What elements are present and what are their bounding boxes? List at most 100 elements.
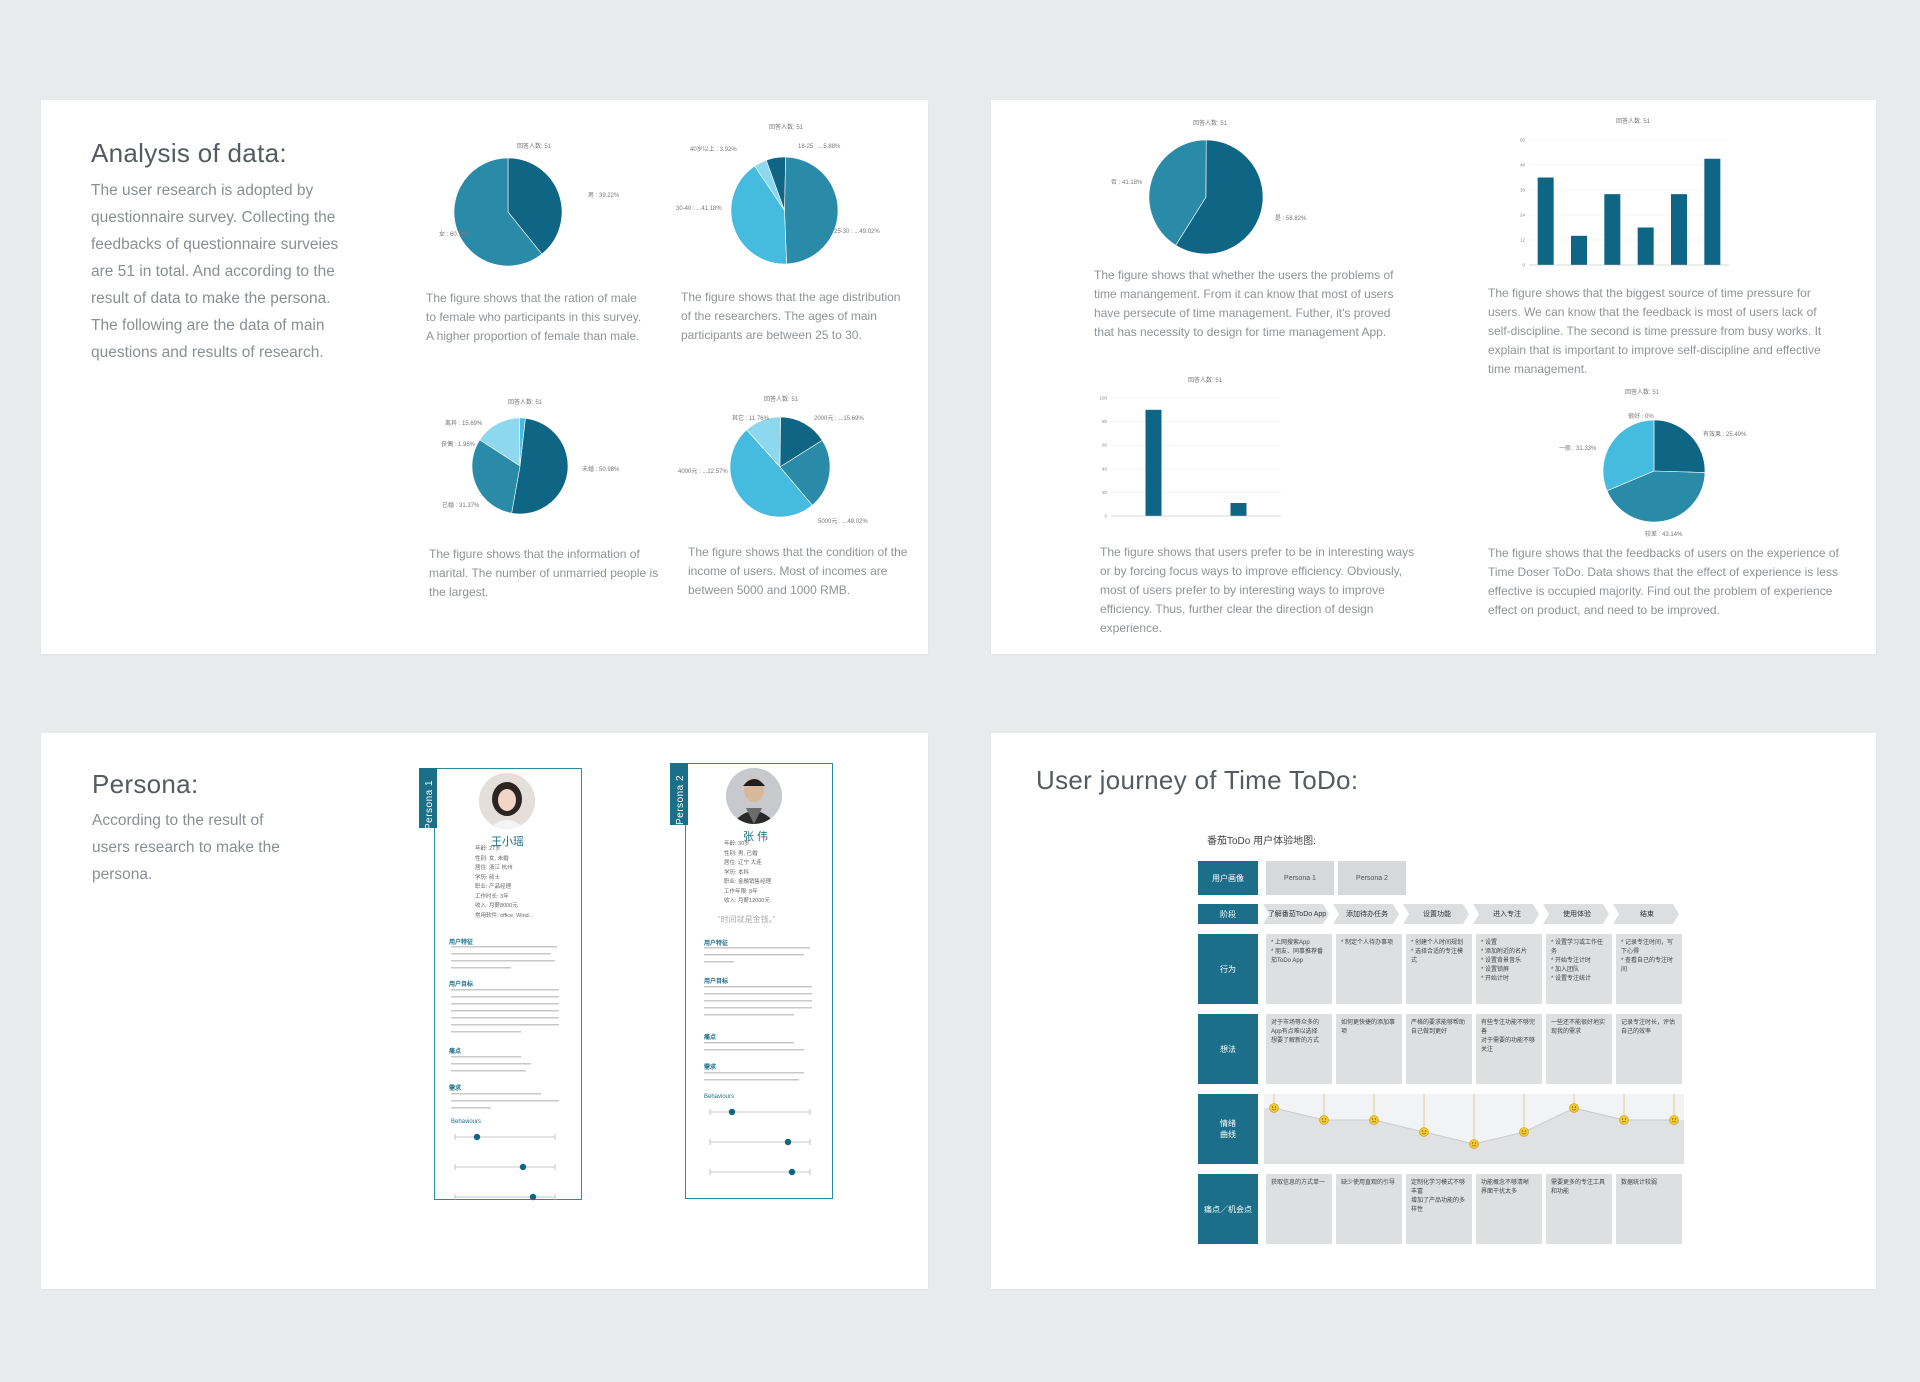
persona-chip: Persona 2 [1338, 861, 1406, 895]
pain-point-cell: 获取信息的方式单一 [1266, 1174, 1332, 1244]
pie-slice [471, 439, 521, 514]
slider-handle [784, 1138, 792, 1146]
stage-arrow [1543, 904, 1609, 924]
slider-handle [788, 1168, 796, 1176]
pie-marital [471, 417, 569, 515]
section-heading: 用户特征 [449, 940, 474, 946]
thought-cell: 一些还不能很好地实现我的需求 [1546, 1014, 1612, 1084]
persona-quote: “时间就是金钱。” [718, 915, 776, 924]
stage-label: 结束 [1640, 911, 1654, 918]
bar [1145, 409, 1162, 516]
pain-point-cell: 数据统计较弱 [1616, 1174, 1682, 1244]
pie-label: 否 : 41.18% [1111, 180, 1143, 186]
thought-cell: 对于市场等众多的App有点难以选择 想要了解新的方式 [1266, 1014, 1332, 1084]
pie-label: 较差 : 43.14% [1645, 532, 1683, 538]
behavior-cell: * 设置学习或工作任务 * 开始专注计时 * 加入团队 * 设置专注统计 [1546, 934, 1612, 1004]
smiley-icon [1669, 1115, 1679, 1125]
thought-cell: 严格的要求能够帮助自己做到更好 [1406, 1014, 1472, 1084]
smiley-icon [1469, 1139, 1479, 1149]
pain-point-cell: 需要更多的专注工具和功能 [1546, 1174, 1612, 1244]
data-analysis-panel-2: 回答人数: 51 否 : 41.18% 是 : 58.82% The figur… [991, 100, 1876, 654]
chart-description: The figure shows that the ration of male… [426, 291, 642, 343]
pie-label: 很好 : 0% [1628, 414, 1654, 420]
chart-header: 回答人数: 51 [517, 144, 552, 150]
bar [1230, 503, 1247, 516]
chart-header: 回答人数: 51 [764, 397, 799, 403]
tick-label: 60 [1102, 443, 1108, 448]
pie-label: 离异 : 15.69% [445, 421, 483, 427]
slider-handle [529, 1193, 537, 1201]
stage-arrows [1263, 904, 1679, 924]
tick-label: 36 [1520, 188, 1526, 193]
behaviour-sliders [709, 1108, 811, 1176]
bar [1637, 227, 1654, 265]
pain-point-cell: 功能概念不够清晰 界面干扰太多 [1476, 1174, 1542, 1244]
panel-title: Analysis of data: [91, 138, 287, 168]
persona-card-2: Persona 2 张 伟 年龄: 30岁 性别: 男, 已婚 居住: 辽宁 大… [670, 763, 833, 1199]
person-icon [726, 768, 782, 824]
pie-slice [730, 165, 787, 265]
pie-slice [507, 157, 563, 255]
behaviours-heading: Behaviours [451, 1119, 482, 1125]
thought-cell: 有些专注功能不够完善 对于需要的功能不够关注 [1476, 1014, 1542, 1084]
bar-efficiency-preference: 0 20 40 60 80 100 [1099, 396, 1281, 519]
row-label-behavior: 行为 [1198, 934, 1258, 1004]
behavior-cell: * 记录专注时间，写下心得 * 查看自己的专注时间 [1616, 934, 1682, 1004]
behavior-cell: * 上网搜索App * 朋友、同事推荐番茄ToDo App [1266, 934, 1332, 1004]
panel-title: User journey of Time ToDo: [1036, 765, 1359, 795]
chart-description: The figure shows that whether the users … [1094, 268, 1394, 339]
bar [1604, 194, 1621, 265]
tick-label: 100 [1099, 396, 1107, 401]
pie-label: 2000元 : ...15.69% [814, 416, 864, 422]
smiley-icon [1269, 1103, 1279, 1113]
smiley-icon [1569, 1103, 1579, 1113]
behavior-cell: * 设置 * 添加附近的名片 * 设置背景音乐 * 设置锁屏 * 开始计时 [1476, 934, 1542, 1004]
pie-label: 5000元 : ...49.02% [818, 519, 868, 525]
pie-slice [779, 416, 823, 468]
stage-arrow [1473, 904, 1539, 924]
smiley-icon [1419, 1127, 1429, 1137]
pie-age [730, 156, 839, 265]
pie-gender [453, 157, 563, 267]
persona-chip: Persona 1 [1266, 861, 1334, 895]
tick-label: 12 [1520, 238, 1526, 243]
section-text [451, 1055, 561, 1077]
slider-handle [519, 1163, 527, 1171]
section-heading: 用户目标 [449, 982, 474, 988]
chart-description: The figure shows that the biggest source… [1488, 286, 1822, 376]
section-text [704, 946, 814, 974]
stage-arrow [1263, 904, 1329, 924]
section-heading: 用户特征 [704, 941, 729, 947]
tick-label: 0 [1522, 263, 1525, 268]
intro-text: According to the result of users researc… [92, 812, 280, 883]
chart-header: 回答人数: 51 [1188, 378, 1223, 384]
smiley-icon [1519, 1127, 1529, 1137]
pie-label: 25-30 : ...49.02% [834, 229, 880, 235]
chart-header: 回答人数: 51 [1193, 121, 1228, 127]
section-heading: 需求 [704, 1065, 717, 1071]
tick-label: 0 [1104, 514, 1107, 519]
section-text [704, 1071, 814, 1087]
stage-label: 使用体验 [1563, 911, 1591, 918]
bar [1671, 194, 1687, 265]
chart-description: The figure shows that the feedbacks of u… [1488, 546, 1839, 617]
stage-arrow [1333, 904, 1399, 924]
behavior-cell: * 制定个人待办事项 [1336, 934, 1402, 1004]
pie-slice [1175, 139, 1264, 255]
avatar [479, 773, 535, 829]
smiley-icon [1319, 1115, 1329, 1125]
tick-label: 80 [1102, 419, 1108, 424]
person-icon [479, 773, 535, 829]
pie-slice [779, 439, 831, 506]
thought-cell: 如何更快捷的添加事项 [1336, 1014, 1402, 1084]
slider-handle [728, 1108, 736, 1116]
row-label-emotion: 情绪 曲线 [1198, 1094, 1258, 1164]
pie-label: 30-40 : ...41.18% [676, 206, 722, 212]
emotion-curve [1264, 1094, 1684, 1164]
section-heading: 痛点 [449, 1049, 462, 1055]
pie-slice [1606, 470, 1706, 523]
chart-header: 回答人数: 51 [769, 125, 804, 131]
pie-label: 其它 : 11.76% [732, 416, 769, 422]
stage-arrow [1403, 904, 1469, 924]
pie-time-problem [1148, 139, 1264, 255]
